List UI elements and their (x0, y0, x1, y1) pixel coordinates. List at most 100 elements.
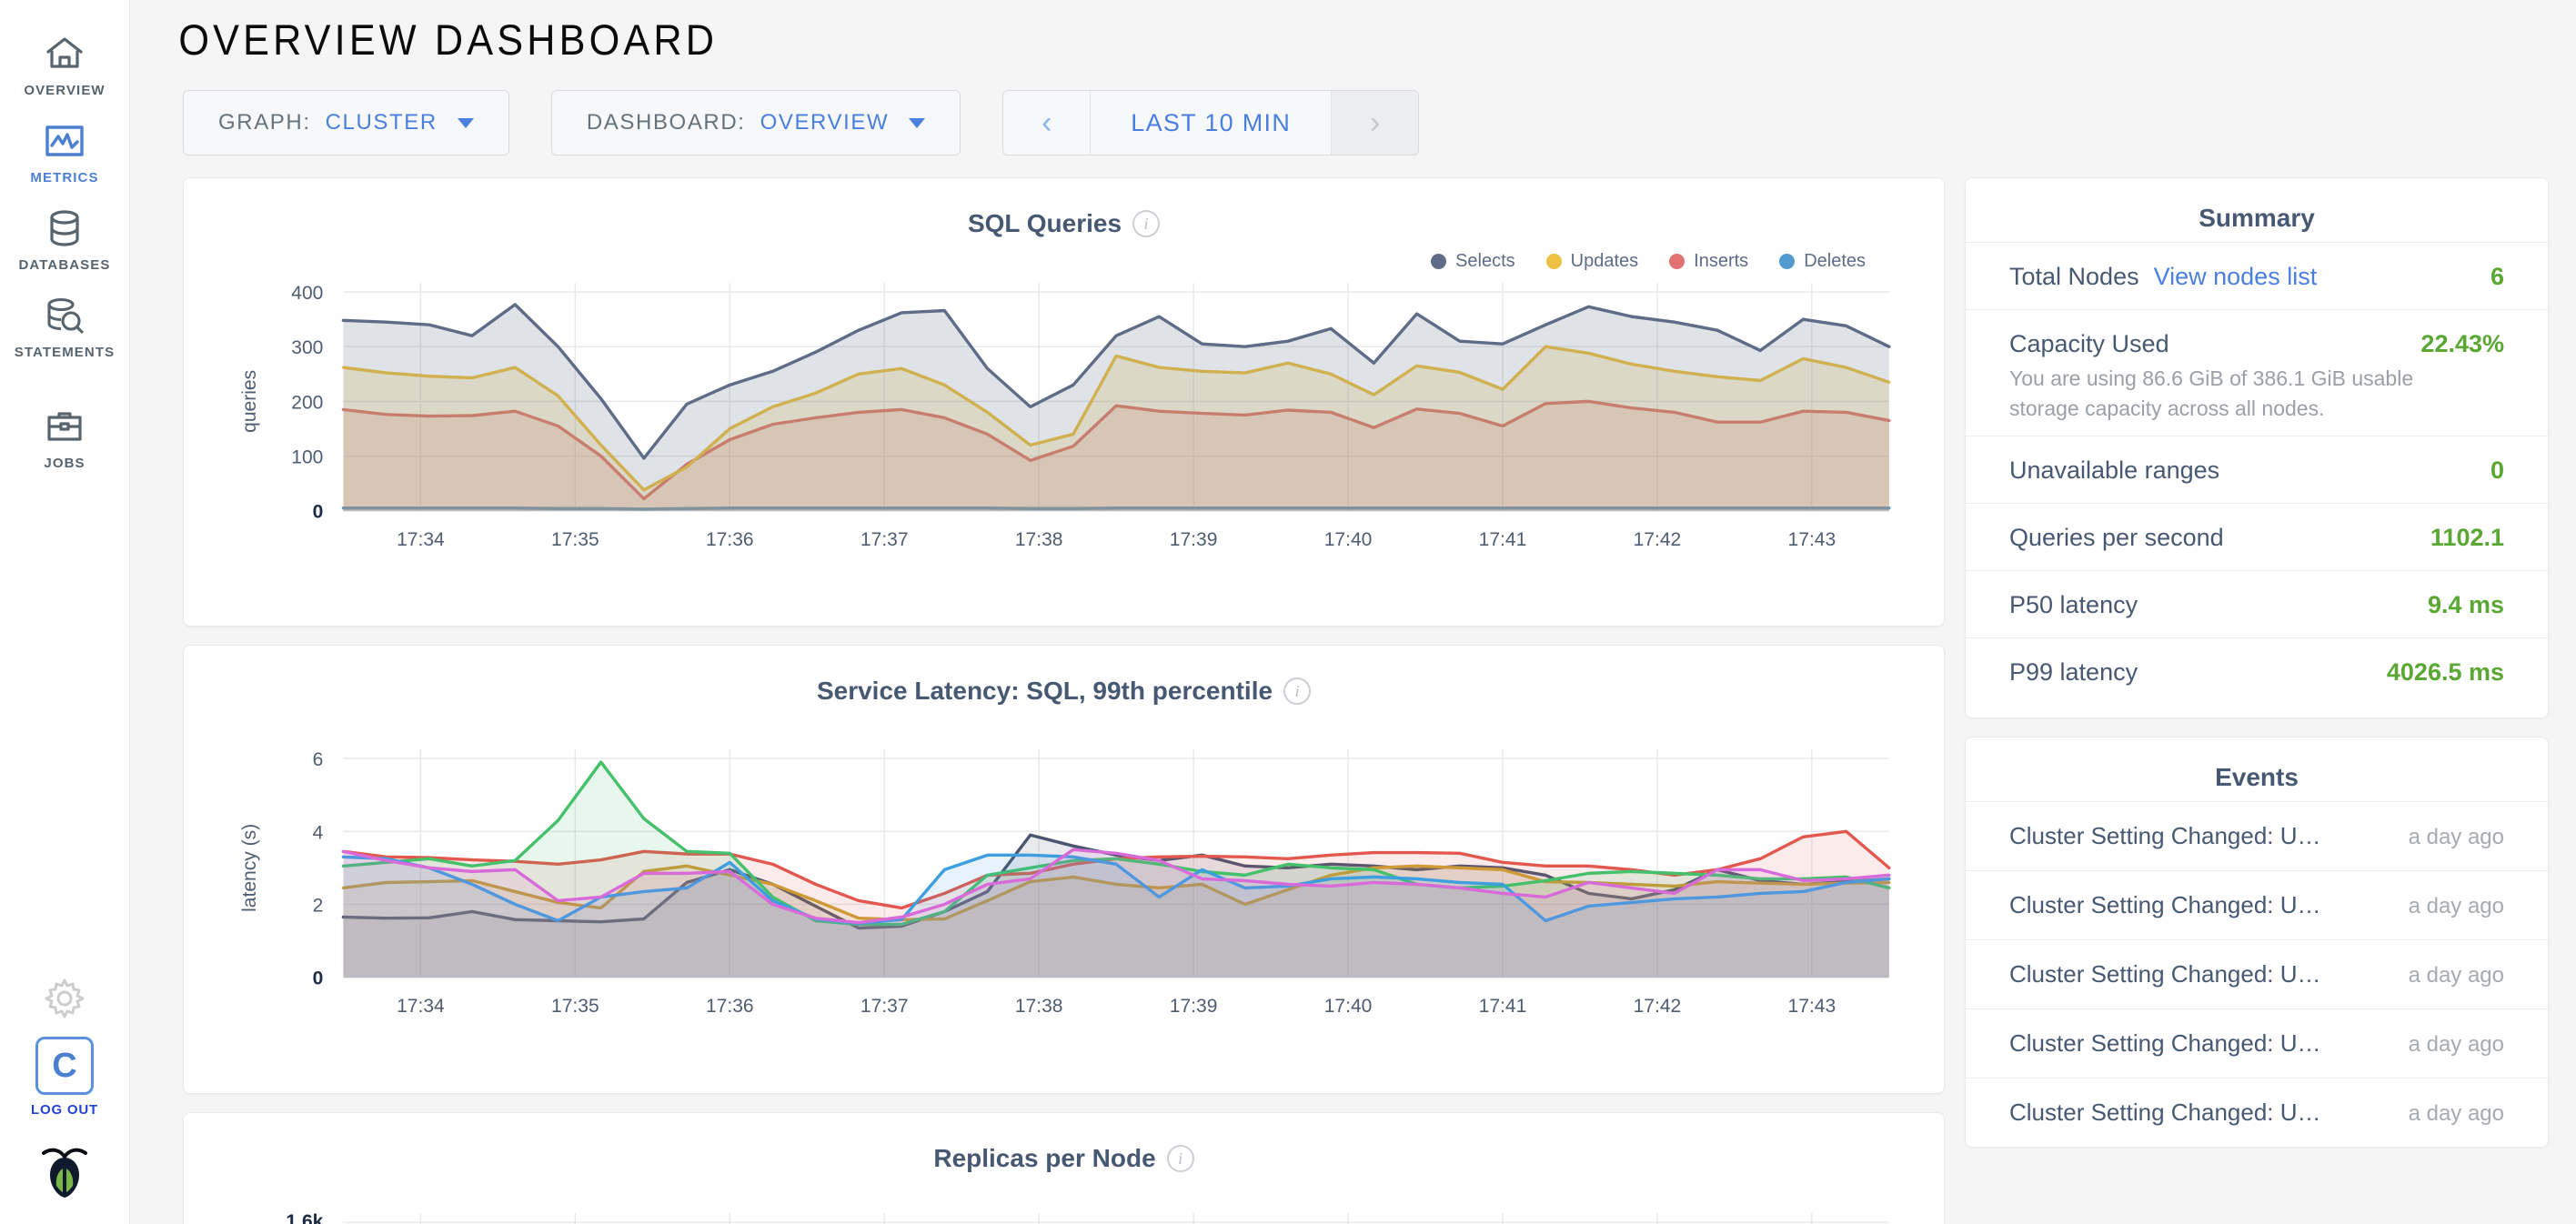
graph-selector-label: GRAPH: (218, 110, 311, 135)
sidebar-item-label: STATEMENTS (14, 345, 116, 360)
sidebar-item-metrics[interactable]: METRICS (0, 107, 130, 195)
legend-item-inserts[interactable]: Inserts (1669, 251, 1748, 272)
series-area (343, 831, 1889, 978)
summary-panel: Summary Total Nodes View nodes list 6 Ca… (1965, 177, 2549, 719)
chart-legend: Selects Updates Inserts Deletes (184, 238, 1944, 272)
time-range-next-button[interactable]: › (1331, 91, 1419, 155)
x-tick-label: 17:40 (1324, 529, 1373, 550)
x-tick-label: 17:36 (706, 529, 754, 550)
time-range-selector: ‹ LAST 10 MIN › (1002, 90, 1420, 156)
series-line (341, 833, 1891, 930)
summary-value: 6 (2490, 263, 2504, 290)
sidebar-item-overview[interactable]: OVERVIEW (0, 20, 130, 107)
y-tick-label: 400 (291, 283, 323, 304)
x-tick-label: 17:37 (860, 996, 909, 1017)
chart-title-text: Replicas per Node (933, 1144, 1156, 1172)
plot-service-latency[interactable]: 0 2 4 6 17:34 17:35 17:36 17:37 17:38 17:39 17:40 1… (184, 738, 1944, 1039)
legend-label: Selects (1455, 251, 1515, 271)
summary-title: Summary (2199, 204, 2315, 232)
info-icon[interactable]: i (1166, 1145, 1194, 1172)
x-tick-label: 17:40 (1324, 996, 1373, 1017)
x-tick-label: 17:42 (1634, 529, 1682, 550)
legend-item-selects[interactable]: Selects (1431, 251, 1515, 272)
cockroach-logo[interactable] (38, 1145, 91, 1204)
series-line (341, 864, 1891, 922)
graph-selector[interactable]: GRAPH: CLUSTER (183, 90, 509, 156)
legend-item-updates[interactable]: Updates (1545, 251, 1638, 272)
x-tick-label: 17:34 (397, 529, 445, 550)
event-name: Cluster Setting Changed: U… (2009, 1029, 2321, 1058)
y-tick-label: 0 (313, 968, 324, 989)
chart-svg-sql-queries[interactable]: 0 100 200 300 400 17:34 17:35 17:36 17:37 17:38 17… (184, 272, 1944, 573)
summary-row-queries-per-second: Queries per second 1102.1 (1966, 503, 2548, 570)
list-item[interactable]: Cluster Setting Changed: U… a day ago (1966, 870, 2548, 939)
chart-title-text: Service Latency: SQL, 99th percentile (816, 677, 1273, 705)
summary-value: 22.43% (2420, 330, 2504, 357)
metrics-icon (45, 120, 85, 162)
x-tick-label: 17:38 (1015, 996, 1063, 1017)
summary-label: Queries per second (2009, 524, 2224, 552)
logout-button[interactable]: C (35, 1037, 94, 1095)
x-tick-label: 17:36 (706, 996, 754, 1017)
sidebar-item-jobs[interactable]: JOBS (0, 369, 130, 480)
chevron-down-icon (909, 117, 926, 128)
list-item[interactable]: Cluster Setting Changed: U… a day ago (1966, 1008, 2548, 1078)
series-line (341, 399, 1891, 501)
series-area (343, 849, 1889, 978)
gear-icon[interactable] (44, 978, 86, 1037)
summary-label: Total Nodes (2009, 263, 2139, 290)
info-icon[interactable]: i (1132, 210, 1161, 237)
summary-row-unavailable-ranges: Unavailable ranges 0 (1966, 436, 2548, 503)
y-tick-label: 100 (291, 447, 323, 468)
summary-row-p50-latency: P50 latency 9.4 ms (1966, 570, 2548, 637)
y-axis-label: queries (239, 370, 260, 433)
chevron-down-icon (457, 117, 474, 128)
y-tick-label: 4 (313, 822, 324, 843)
x-tick-label: 17:39 (1170, 529, 1218, 550)
home-icon (45, 33, 85, 75)
series-area (343, 346, 1889, 511)
legend-item-deletes[interactable]: Deletes (1779, 251, 1866, 272)
series-line (341, 848, 1891, 925)
summary-label: Unavailable ranges (2009, 456, 2220, 485)
x-tick-label: 17:37 (860, 529, 909, 550)
summary-row-left: Total Nodes View nodes list (2009, 263, 2317, 291)
events-title: Events (2215, 763, 2299, 792)
event-time: a day ago (2408, 825, 2504, 850)
chart-card-sql-queries: SQL Queries i Selects Updates (183, 177, 1945, 627)
summary-row-p99-latency: P99 latency 4026.5 ms (1966, 637, 2548, 717)
main-content: OVERVIEW DASHBOARD GRAPH: CLUSTER DASHBO… (130, 0, 2576, 1224)
list-item[interactable]: Cluster Setting Changed: U… a day ago (1966, 939, 2548, 1008)
info-icon[interactable]: i (1283, 677, 1312, 705)
event-name: Cluster Setting Changed: U… (2009, 1099, 2321, 1127)
y-tick-label: 300 (291, 337, 323, 358)
chart-svg-replicas-per-node[interactable]: 1.6k (184, 1197, 1944, 1224)
logout-label: LOG OUT (31, 1102, 98, 1118)
events-panel: Events Cluster Setting Changed: U… a day… (1965, 737, 2549, 1149)
page-title: OVERVIEW DASHBOARD (178, 15, 719, 64)
chart-svg-service-latency[interactable]: 0 2 4 6 17:34 17:35 17:36 17:37 17:38 17:39 17:40 1… (184, 738, 1944, 1039)
summary-value: 4026.5 ms (2386, 658, 2504, 687)
content-area: SQL Queries i Selects Updates (130, 156, 2576, 1224)
plot-sql-queries[interactable]: 0 100 200 300 400 17:34 17:35 17:36 17:37 17:38 17… (184, 272, 1944, 573)
series-area (343, 304, 1889, 511)
summary-row-main: Capacity Used 22.43% (1966, 330, 2548, 362)
list-item[interactable]: Cluster Setting Changed: U… a day ago (1966, 1078, 2548, 1147)
dashboard-selector-value: OVERVIEW (760, 110, 890, 135)
dashboard-selector[interactable]: DASHBOARD: OVERVIEW (550, 90, 961, 156)
y-tick-label: 200 (291, 392, 323, 413)
sidebar-item-databases[interactable]: DATABASES (0, 195, 130, 282)
plot-replicas-per-node[interactable]: 1.6k (184, 1197, 1944, 1224)
sidebar-item-statements[interactable]: STATEMENTS (0, 282, 130, 369)
x-tick-label: 17:34 (397, 996, 445, 1017)
time-range-value[interactable]: LAST 10 MIN (1131, 108, 1292, 136)
y-tick-label: 2 (313, 895, 324, 916)
statements-icon (45, 295, 85, 336)
summary-row-capacity-used: Capacity Used 22.43% You are using 86.6 … (1966, 309, 2548, 436)
time-range-prev-button[interactable]: ‹ (1003, 91, 1092, 155)
list-item[interactable]: Cluster Setting Changed: U… a day ago (1966, 801, 2548, 870)
x-tick-label: 17:43 (1788, 529, 1836, 550)
sidebar-item-label: OVERVIEW (24, 83, 106, 98)
view-nodes-list-link[interactable]: View nodes list (2153, 263, 2318, 290)
